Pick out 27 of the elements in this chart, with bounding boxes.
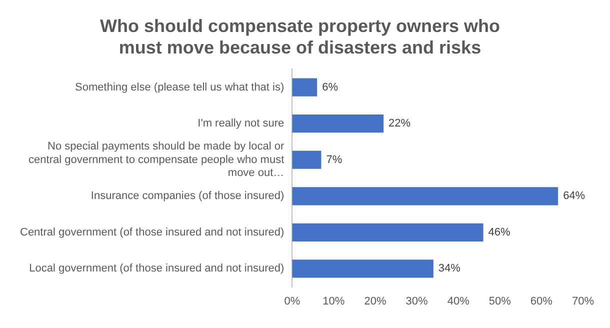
y-tick-label: Insurance companies (of those insured)	[90, 190, 284, 202]
data-label: 64%	[563, 190, 586, 202]
data-label: 22%	[388, 118, 411, 130]
x-tick-label: 30%	[406, 295, 428, 308]
data-label: 6%	[322, 81, 338, 94]
bar	[292, 150, 322, 169]
bar	[292, 260, 434, 278]
x-tick-label: 0%	[284, 295, 300, 308]
x-tick-label: 50%	[488, 295, 512, 308]
data-label: 46%	[488, 226, 511, 238]
y-tick-label: Something else (please tell us what that is)	[75, 81, 284, 94]
bar	[292, 223, 484, 242]
y-tick-label: I'm really not sure	[198, 118, 284, 130]
chart-title: Who should compensate property owners who must move because of disasters and risks	[100, 16, 500, 58]
x-tick-label: 20%	[364, 295, 386, 308]
y-tick-label: Central government (of those insured and not insured)	[20, 226, 284, 238]
y-tick-label: No special payments should be made by local or central government to compensate people who must move out…	[28, 140, 284, 180]
x-tick-label: 70%	[572, 295, 594, 308]
bar	[292, 78, 318, 96]
x-tick-label: 60%	[530, 295, 553, 308]
bar	[292, 114, 384, 133]
x-tick-label: 40%	[447, 295, 470, 308]
data-label: 7%	[326, 154, 342, 166]
x-tick-label: 10%	[322, 295, 345, 308]
y-tick-label: Local government (of those insured and not insured)	[29, 262, 284, 275]
data-label: 34%	[438, 262, 461, 275]
bar	[292, 187, 558, 206]
